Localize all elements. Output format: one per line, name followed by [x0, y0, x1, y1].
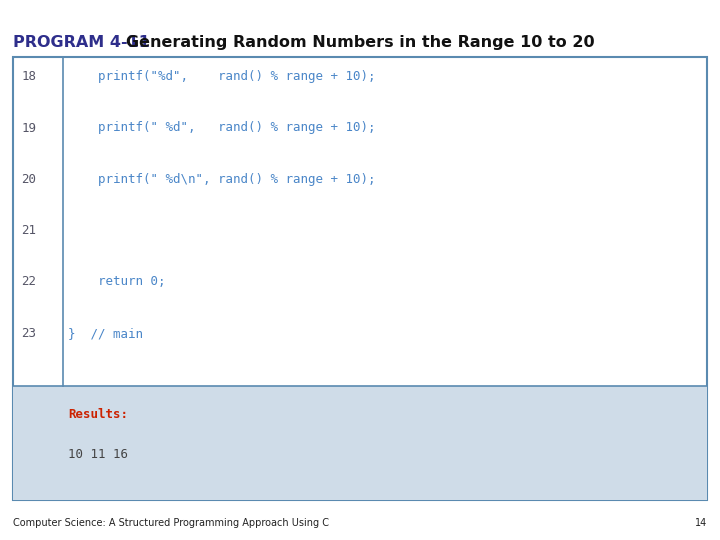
- Text: printf(" %d\n", rand() % range + 10);: printf(" %d\n", rand() % range + 10);: [68, 173, 376, 186]
- Text: 21: 21: [22, 224, 37, 237]
- Text: PROGRAM 4-11: PROGRAM 4-11: [13, 35, 150, 50]
- Text: Results:: Results:: [68, 408, 128, 421]
- Text: }  // main: } // main: [68, 327, 143, 340]
- Text: printf(" %d",   rand() % range + 10);: printf(" %d", rand() % range + 10);: [68, 122, 376, 134]
- Text: 23: 23: [22, 327, 37, 340]
- Text: 22: 22: [22, 275, 37, 288]
- Text: return 0;: return 0;: [68, 275, 166, 288]
- Text: printf("%d",    rand() % range + 10);: printf("%d", rand() % range + 10);: [68, 70, 376, 83]
- Text: 20: 20: [22, 173, 37, 186]
- Text: 18: 18: [22, 70, 37, 83]
- Text: Generating Random Numbers in the Range 10 to 20: Generating Random Numbers in the Range 1…: [126, 35, 595, 50]
- Text: 14: 14: [695, 518, 707, 528]
- Text: Computer Science: A Structured Programming Approach Using C: Computer Science: A Structured Programmi…: [13, 518, 329, 528]
- Text: 10 11 16: 10 11 16: [68, 448, 128, 461]
- Text: 19: 19: [22, 122, 37, 134]
